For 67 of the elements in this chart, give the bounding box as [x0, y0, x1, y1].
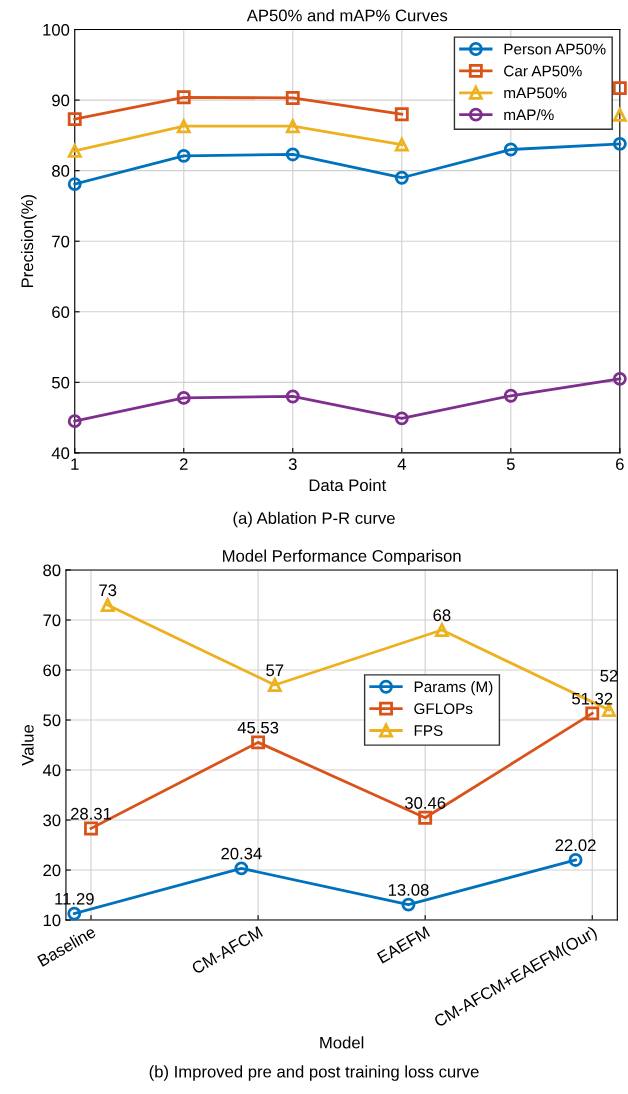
point — [285, 119, 300, 134]
data-label: 22.02 — [555, 839, 596, 852]
point — [176, 148, 191, 163]
y-tick-label: 30 — [43, 814, 61, 827]
point — [394, 170, 409, 185]
x-tick-label: 4 — [397, 458, 406, 470]
x-tick-label: 3 — [288, 458, 297, 471]
y-axis-title: Value — [21, 725, 34, 766]
point — [67, 143, 82, 158]
y-tick-label: 80 — [43, 564, 61, 577]
legend-label: Person AP50% — [504, 43, 606, 55]
point — [285, 91, 300, 105]
y-tick-label: 60 — [43, 664, 61, 677]
y-tick-label: 50 — [43, 714, 61, 727]
x-axis-title: Data Point — [309, 478, 387, 492]
y-tick-label: 70 — [52, 235, 70, 248]
point — [612, 81, 627, 96]
text: (b) Improved pre and post training loss curve — [149, 1065, 479, 1081]
y-tick-label: 40 — [42, 764, 61, 777]
legend-label: FPS — [414, 725, 443, 736]
y-tick-label: 50 — [52, 376, 70, 389]
point — [176, 390, 191, 405]
legend-label: Params (M) — [414, 681, 493, 696]
point — [503, 388, 518, 403]
text: (a) Ablation P-R curve — [233, 511, 395, 528]
y-tick-label: 40 — [51, 447, 70, 460]
legend-label: Car AP50% — [504, 65, 582, 77]
point — [67, 112, 82, 127]
data-label: 20.34 — [221, 847, 262, 860]
point — [612, 107, 627, 122]
point — [394, 107, 409, 122]
point — [176, 119, 191, 134]
data-label: 73 — [99, 584, 117, 597]
x-tick-label: 1 — [71, 458, 79, 470]
y-tick-label: 80 — [52, 165, 70, 177]
point — [394, 411, 409, 426]
data-label: 45.53 — [237, 721, 279, 734]
point — [612, 136, 627, 151]
y-axis-title: Precision(%) — [20, 195, 37, 288]
point — [394, 137, 409, 152]
chart-title: Model Performance Comparison — [223, 549, 461, 566]
y-tick-label: 20 — [43, 864, 61, 877]
data-label: 28.31 — [70, 807, 112, 820]
point — [176, 90, 191, 105]
legend-label: mAP50% — [504, 87, 567, 99]
x-tick-label: 6 — [616, 458, 624, 471]
data-label: 68 — [433, 609, 451, 622]
x-axis-title: Model — [320, 1036, 364, 1049]
y-tick-label: 10 — [43, 914, 61, 927]
data-label: 57 — [266, 664, 284, 677]
point — [285, 389, 300, 404]
legend-label: mAP/% — [504, 108, 554, 121]
y-tick-label: 100 — [43, 23, 70, 36]
data-label: 30.46 — [404, 797, 446, 809]
point — [67, 177, 82, 192]
data-label: 13.08 — [388, 884, 429, 896]
x-tick-label: 2 — [179, 458, 188, 470]
point — [612, 371, 627, 386]
point — [285, 147, 300, 162]
y-tick-label: 60 — [52, 306, 70, 318]
chart-title: AP50% and mAP% Curves — [246, 9, 448, 22]
y-tick-label: 70 — [43, 614, 61, 627]
legend-label: GFLOPs — [414, 703, 473, 715]
point — [67, 414, 82, 429]
x-tick-label: 5 — [506, 458, 515, 471]
point — [503, 142, 518, 157]
y-tick-label: 90 — [52, 94, 70, 107]
